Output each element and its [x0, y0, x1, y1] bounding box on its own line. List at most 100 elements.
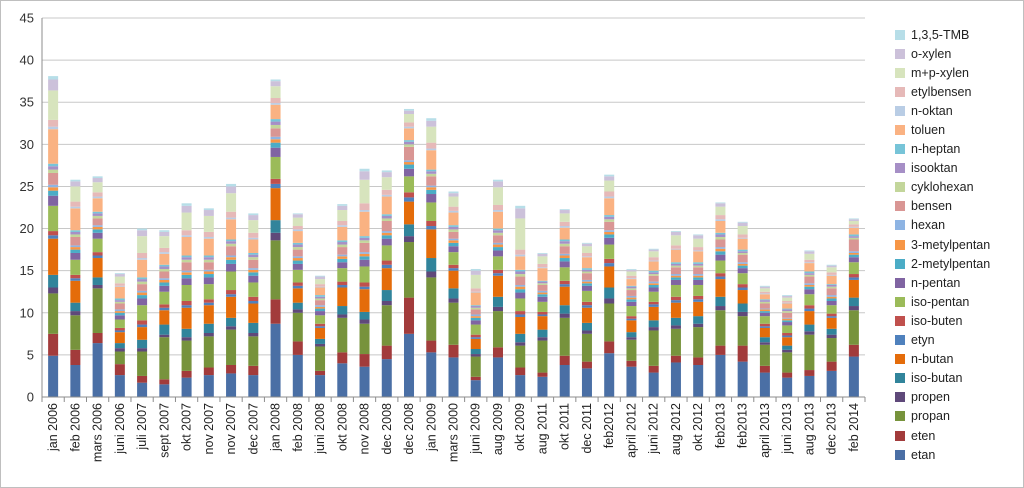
- bar-segment-2-metylpentan: [181, 274, 192, 279]
- bar-segment-propan: [181, 340, 192, 371]
- bar-segment-hexan: [114, 309, 125, 312]
- bar-segment-n-oktan: [92, 196, 103, 199]
- bar-segment-isooktan: [826, 284, 837, 287]
- bar-segment-etylbensen: [114, 283, 125, 286]
- bar-segment-3-metylpentan: [470, 316, 481, 318]
- bar-segment-m-p-xylen: [804, 253, 815, 260]
- bar-segment-iso-pentan: [114, 319, 125, 328]
- bar-segment-hexan: [826, 295, 837, 297]
- bar-segment-n-oktan: [693, 250, 704, 252]
- bar-segment-toluen: [826, 275, 837, 285]
- bar-segment-iso-pentan: [470, 324, 481, 335]
- bar-segment-toluen: [626, 279, 637, 286]
- bar-segment-bensen: [470, 309, 481, 315]
- bar-segment-n-oktan: [848, 226, 859, 228]
- bar-segment-3-metylpentan: [782, 318, 793, 321]
- legend-swatch: [895, 144, 905, 155]
- bar-segment-n-butan: [337, 287, 348, 307]
- bar-segment-n-oktan: [759, 293, 770, 295]
- bar-segment-n-pentan: [715, 254, 726, 261]
- bar-segment-o-xylen: [448, 193, 459, 197]
- bar-segment-cyklohexan: [137, 281, 148, 285]
- bar-segment-etyn: [404, 197, 415, 202]
- bar-segment-n-pentan: [648, 287, 659, 292]
- bar-segment-n-pentan: [470, 320, 481, 325]
- bar-segment-eten: [292, 341, 303, 355]
- x-tick-label: feb2012: [602, 403, 616, 448]
- bar-segment-toluen: [226, 219, 237, 240]
- bar-segment-isooktan: [404, 141, 415, 145]
- bar-segment-toluen: [137, 259, 148, 278]
- bar-segment-iso-buten: [426, 220, 437, 227]
- bar-segment-isooktan: [759, 300, 770, 302]
- bar-segment-iso-butan: [492, 296, 503, 307]
- bar-segment-3-metylpentan: [315, 306, 326, 309]
- bar-segment-toluen: [737, 238, 748, 250]
- bar-segment-iso-buten: [492, 269, 503, 274]
- bar-segment-eten: [114, 364, 125, 376]
- bar-segment-propan: [315, 346, 326, 371]
- bar-segment-etylbensen: [404, 122, 415, 127]
- bar-segment-n-butan: [92, 258, 103, 278]
- bar-segment-eten: [492, 347, 503, 358]
- bar-segment-etyn: [670, 300, 681, 303]
- bar-segment-propan: [492, 311, 503, 348]
- bar-segment-etyn: [737, 287, 748, 291]
- bar-segment-hexan: [48, 184, 59, 188]
- bar-segment-iso-pentan: [782, 325, 793, 333]
- bar-segment-etyn: [448, 268, 459, 271]
- bar-segment-2-metylpentan: [92, 229, 103, 233]
- bar-segment-iso-pentan: [626, 306, 637, 317]
- bar-segment-m-p-xylen: [604, 180, 615, 192]
- bar-segment-2-metylpentan: [537, 294, 548, 297]
- bar-segment-2-metylpentan: [426, 189, 437, 195]
- bar-segment-m-p-xylen: [448, 196, 459, 207]
- bar-segment-1-3-5-tmb: [337, 204, 348, 206]
- bar-segment-isooktan: [804, 273, 815, 275]
- bar-segment-3-metylpentan: [248, 269, 259, 273]
- legend-label: n-oktan: [911, 103, 953, 118]
- bar-segment-isooktan: [92, 213, 103, 216]
- bar-segment-1-3-5-tmb: [604, 174, 615, 177]
- bar-segment-n-pentan: [337, 262, 348, 269]
- bar-segment-isooktan: [470, 306, 481, 308]
- bar-segment-bensen: [270, 128, 281, 137]
- bar-segment-iso-pentan: [715, 260, 726, 274]
- bar-segment-n-heptan: [515, 269, 526, 272]
- bar-segment-o-xylen: [492, 181, 503, 188]
- bar-segment-cyklohexan: [114, 301, 125, 304]
- bar-segment-n-heptan: [626, 285, 637, 287]
- bar-segment-etan: [515, 375, 526, 397]
- bar-segment-bensen: [715, 239, 726, 248]
- bar-segment-3-metylpentan: [648, 283, 659, 285]
- bar-segment-propen: [359, 319, 370, 324]
- bar-segment-iso-buten: [537, 311, 548, 315]
- bar-segment-n-butan: [581, 307, 592, 323]
- bar-segment-hexan: [604, 230, 615, 232]
- bar-segment-iso-buten: [559, 280, 570, 285]
- bar-segment-etan: [181, 377, 192, 397]
- bar-segment-etylbensen: [226, 211, 237, 218]
- x-tick-label: april 2012: [624, 403, 638, 458]
- bar-segment-eten: [715, 345, 726, 355]
- bar-segment-isooktan: [181, 257, 192, 260]
- bar-segment-isooktan: [648, 272, 659, 275]
- bar-segment-etyn: [226, 294, 237, 297]
- bar-segment-m-p-xylen: [759, 288, 770, 292]
- legend-swatch: [895, 315, 905, 326]
- bar-segment-n-oktan: [181, 235, 192, 237]
- bar-segment-3-metylpentan: [159, 279, 170, 283]
- legend-label: n-heptan: [911, 142, 961, 157]
- bar-segment-propen: [48, 287, 59, 294]
- bar-segment-n-oktan: [492, 210, 503, 212]
- bar-segment-hexan: [337, 254, 348, 257]
- bar-segment-iso-butan: [759, 337, 770, 343]
- bar-segment-eten: [426, 340, 437, 353]
- bar-segment-isooktan: [137, 279, 148, 282]
- bar-segment-etylbensen: [315, 284, 326, 287]
- bar-segment-propen: [381, 300, 392, 306]
- legend-swatch: [895, 67, 905, 78]
- bar-segment-toluen: [848, 227, 859, 235]
- bar-segment-m-p-xylen: [315, 279, 326, 285]
- bar-segment-n-oktan: [270, 103, 281, 105]
